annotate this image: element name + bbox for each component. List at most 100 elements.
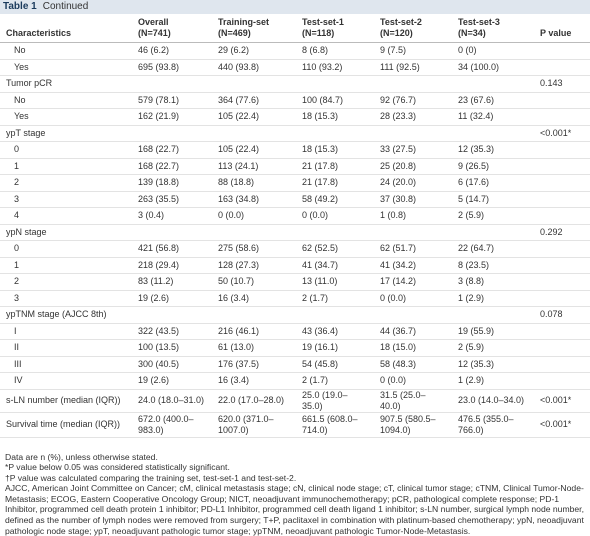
- cell: 218 (29.4): [132, 257, 212, 274]
- cell: 1 (2.9): [452, 290, 534, 307]
- cell: 364 (77.6): [212, 92, 296, 109]
- cell: 21 (17.8): [296, 175, 374, 192]
- cell: 19 (2.6): [132, 373, 212, 390]
- row-label: No: [0, 92, 132, 109]
- cell: [212, 224, 296, 241]
- row-label: 0: [0, 241, 132, 258]
- cell: 0 (0.0): [374, 290, 452, 307]
- cell: 2 (1.7): [296, 290, 374, 307]
- cell: [534, 158, 590, 175]
- cell: 88 (18.8): [212, 175, 296, 192]
- cell: 672.0 (400.0–983.0): [132, 412, 212, 437]
- cell: 5 (14.7): [452, 191, 534, 208]
- column-header: P value: [534, 14, 590, 43]
- footnotes: Data are n (%), unless otherwise stated.…: [0, 438, 590, 536]
- column-header: Overall(N=741): [132, 14, 212, 43]
- cell: 2 (5.9): [452, 208, 534, 225]
- cell: 275 (58.6): [212, 241, 296, 258]
- cell: 43 (36.4): [296, 323, 374, 340]
- p-value: 0.078: [534, 307, 590, 324]
- cell: 216 (46.1): [212, 323, 296, 340]
- caption-label: Table 1: [3, 1, 37, 12]
- p-value: <0.001*: [534, 125, 590, 142]
- row-label: I: [0, 323, 132, 340]
- cell: [374, 224, 452, 241]
- cell: [534, 92, 590, 109]
- cell: [132, 307, 212, 324]
- row-label: III: [0, 356, 132, 373]
- cell: 476.5 (355.0–766.0): [452, 412, 534, 437]
- cell: 421 (56.8): [132, 241, 212, 258]
- section-row: Tumor pCR 0.143: [0, 76, 590, 93]
- cell: 12 (35.3): [452, 356, 534, 373]
- footnote: *P value below 0.05 was considered stati…: [5, 462, 585, 473]
- column-n: (N=120): [380, 28, 448, 39]
- cell: 41 (34.2): [374, 257, 452, 274]
- cell: 3 (0.4): [132, 208, 212, 225]
- column-header: Training-set(N=469): [212, 14, 296, 43]
- cell: 162 (21.9): [132, 109, 212, 126]
- cell: 579 (78.1): [132, 92, 212, 109]
- column-name: Test-set-2: [380, 17, 448, 28]
- row-label: Yes: [0, 59, 132, 76]
- cell: 18 (15.3): [296, 109, 374, 126]
- cell: 44 (36.7): [374, 323, 452, 340]
- row-label: 1: [0, 158, 132, 175]
- row-label: 3: [0, 191, 132, 208]
- cell: 92 (76.7): [374, 92, 452, 109]
- cell: [296, 307, 374, 324]
- cell: [452, 125, 534, 142]
- cell: 110 (93.2): [296, 59, 374, 76]
- cell: 661.5 (608.0–714.0): [296, 412, 374, 437]
- cell: 58 (48.3): [374, 356, 452, 373]
- section-row: ypTNM stage (AJCC 8th)0.078: [0, 307, 590, 324]
- cell: 13 (11.0): [296, 274, 374, 291]
- cell: [374, 307, 452, 324]
- row-label: Yes: [0, 109, 132, 126]
- cell: [132, 224, 212, 241]
- cell: 19 (16.1): [296, 340, 374, 357]
- cell: 11 (32.4): [452, 109, 534, 126]
- section-row: ypT stage<0.001*: [0, 125, 590, 142]
- cell: [132, 125, 212, 142]
- row-label: Survival time (median (IQR)): [0, 412, 132, 437]
- row-label: II: [0, 340, 132, 357]
- row-label: 4: [0, 208, 132, 225]
- cell: [534, 340, 590, 357]
- cell: 440 (93.8): [212, 59, 296, 76]
- cell: 3 (8.8): [452, 274, 534, 291]
- cell: 54 (45.8): [296, 356, 374, 373]
- cell: 18 (15.0): [374, 340, 452, 357]
- row-label: Tumor pCR: [0, 76, 132, 93]
- cell: 322 (43.5): [132, 323, 212, 340]
- cell: 21 (17.8): [296, 158, 374, 175]
- cell: 907.5 (580.5–1094.0): [374, 412, 452, 437]
- cell: 2 (5.9): [452, 340, 534, 357]
- cell: 9 (7.5): [374, 43, 452, 60]
- cell: 1 (2.9): [452, 373, 534, 390]
- cell: 28 (23.3): [374, 109, 452, 126]
- row-label: 2: [0, 175, 132, 192]
- column-n: (N=741): [138, 28, 208, 39]
- p-value: 0.143: [534, 76, 590, 93]
- column-header: Test-set-1(N=118): [296, 14, 374, 43]
- cell: [374, 76, 452, 93]
- cell: 300 (40.5): [132, 356, 212, 373]
- column-header: Test-set-2(N=120): [374, 14, 452, 43]
- cell: 33 (27.5): [374, 142, 452, 159]
- cell: [534, 59, 590, 76]
- cell: 2 (1.7): [296, 373, 374, 390]
